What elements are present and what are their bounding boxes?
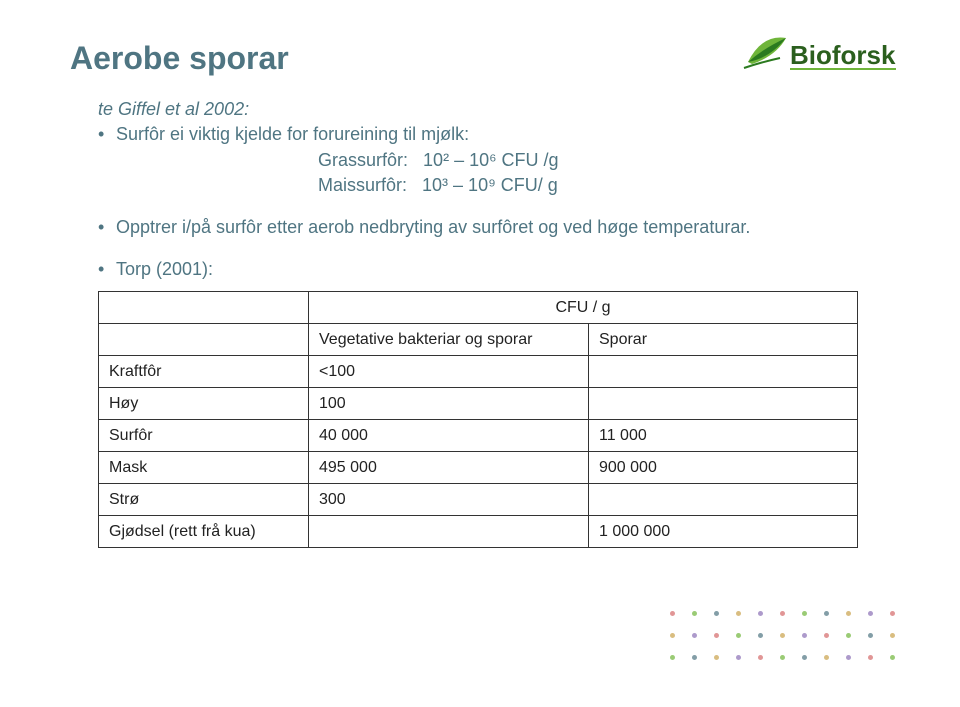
dot-icon: [670, 611, 675, 616]
bullet-item-torp: Torp (2001):: [98, 257, 890, 281]
dot-icon: [868, 611, 873, 616]
logo-svg: Bioforsk: [742, 28, 902, 82]
table-row: Mask 495 000 900 000: [99, 452, 858, 484]
bioforsk-logo: Bioforsk: [742, 28, 902, 82]
row-c1: [309, 516, 589, 548]
grassurfor-value: 10² – 10⁶ CFU /g: [423, 150, 558, 170]
bullet-item-mjolk: Surfôr ei viktig kjelde for forureining …: [98, 122, 890, 146]
dot-icon: [890, 633, 895, 638]
dot-icon: [780, 633, 785, 638]
cfu-table: CFU / g Vegetative bakteriar og sporar S…: [98, 291, 858, 548]
table-col2-header: Sporar: [589, 324, 858, 356]
dot-icon: [692, 655, 697, 660]
logo-underline: [790, 68, 896, 70]
dot-icon: [692, 611, 697, 616]
dot-icon: [890, 655, 895, 660]
dot-icon: [692, 633, 697, 638]
slide: Aerobe sporar te Giffel et al 2002: Surf…: [0, 0, 960, 707]
row-c1: 495 000: [309, 452, 589, 484]
logo-text: Bioforsk: [790, 40, 896, 70]
dot-icon: [846, 655, 851, 660]
maissurfor-label: Maissurfôr:: [318, 175, 407, 195]
row-label: Surfôr: [99, 420, 309, 452]
dot-icon: [780, 655, 785, 660]
row-c2: 900 000: [589, 452, 858, 484]
dot-icon: [802, 633, 807, 638]
decorative-dots: [670, 611, 920, 681]
grassurfor-line: Grassurfôr: 10² – 10⁶ CFU /g: [318, 148, 890, 172]
dot-icon: [670, 633, 675, 638]
content-block: te Giffel et al 2002: Surfôr ei viktig k…: [98, 99, 890, 548]
row-label: Mask: [99, 452, 309, 484]
row-c2: 1 000 000: [589, 516, 858, 548]
table-header-row-1: CFU / g: [99, 292, 858, 324]
dot-icon: [714, 611, 719, 616]
table-row: Gjødsel (rett frå kua) 1 000 000: [99, 516, 858, 548]
leaf-icon: [744, 38, 786, 69]
dot-icon: [758, 633, 763, 638]
dot-icon: [758, 655, 763, 660]
bullet-list-3: Torp (2001):: [98, 257, 890, 281]
bullet-list-1: Surfôr ei viktig kjelde for forureining …: [98, 122, 890, 146]
table-row: Høy 100: [99, 388, 858, 420]
table-col1-header: Vegetative bakteriar og sporar: [309, 324, 589, 356]
dot-icon: [802, 611, 807, 616]
dot-icon: [736, 633, 741, 638]
dot-icon: [846, 633, 851, 638]
table-header-span: CFU / g: [309, 292, 858, 324]
dot-icon: [868, 655, 873, 660]
maissurfor-value: 10³ – 10⁹ CFU/ g: [422, 175, 558, 195]
row-c2: [589, 356, 858, 388]
maissurfor-line: Maissurfôr: 10³ – 10⁹ CFU/ g: [318, 173, 890, 197]
table-header-row-2: Vegetative bakteriar og sporar Sporar: [99, 324, 858, 356]
row-label: Kraftfôr: [99, 356, 309, 388]
row-c1: 300: [309, 484, 589, 516]
table-row: Surfôr 40 000 11 000: [99, 420, 858, 452]
grassurfor-label: Grassurfôr:: [318, 150, 408, 170]
row-c1: 40 000: [309, 420, 589, 452]
row-c2: [589, 388, 858, 420]
bullet-text-3: Torp (2001):: [116, 259, 213, 279]
table-container: CFU / g Vegetative bakteriar og sporar S…: [98, 291, 890, 548]
row-label: Strø: [99, 484, 309, 516]
dot-icon: [736, 611, 741, 616]
row-c2: 11 000: [589, 420, 858, 452]
row-c1: 100: [309, 388, 589, 420]
bullet-text-2: Opptrer i/på surfôr etter aerob nedbryti…: [116, 217, 750, 237]
row-c1: <100: [309, 356, 589, 388]
bullet-item-nedbryting: Opptrer i/på surfôr etter aerob nedbryti…: [98, 215, 890, 239]
dot-icon: [890, 611, 895, 616]
dot-icon: [714, 655, 719, 660]
table-blank-header-2: [99, 324, 309, 356]
reference-line: te Giffel et al 2002:: [98, 99, 890, 120]
row-label: Gjødsel (rett frå kua): [99, 516, 309, 548]
dot-icon: [846, 611, 851, 616]
indent-lines: Grassurfôr: 10² – 10⁶ CFU /g Maissurfôr:…: [98, 148, 890, 197]
dot-icon: [824, 633, 829, 638]
bullet-text: Surfôr ei viktig kjelde for forureining …: [116, 124, 469, 144]
row-label: Høy: [99, 388, 309, 420]
bullet-list-2: Opptrer i/på surfôr etter aerob nedbryti…: [98, 215, 890, 239]
dot-icon: [868, 633, 873, 638]
dot-icon: [802, 655, 807, 660]
dot-icon: [824, 611, 829, 616]
table-blank-header: [99, 292, 309, 324]
table-row: Kraftfôr <100: [99, 356, 858, 388]
table-row: Strø 300: [99, 484, 858, 516]
dot-icon: [758, 611, 763, 616]
dot-icon: [736, 655, 741, 660]
dot-icon: [780, 611, 785, 616]
dot-icon: [670, 655, 675, 660]
dot-icon: [824, 655, 829, 660]
row-c2: [589, 484, 858, 516]
dot-icon: [714, 633, 719, 638]
